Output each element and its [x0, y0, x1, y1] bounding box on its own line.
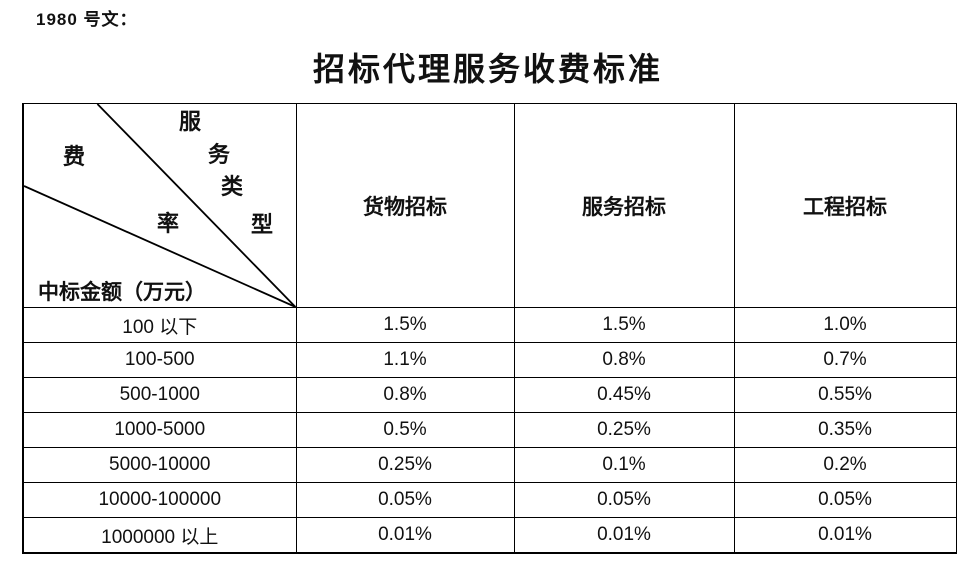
page-title: 招标代理服务收费标准	[312, 51, 663, 87]
rate-cell: 0.01%	[295, 517, 515, 554]
table-row: 100 以下 1.5% 1.5% 1.0%	[22, 307, 957, 343]
rate-cell: 0.05%	[513, 482, 735, 518]
corner-label-fee-char-2: 率	[157, 211, 180, 236]
corner-header-cell: 费 率 服 务 类 型 中标金额（万元）	[22, 103, 297, 308]
rate-cell: 0.2%	[733, 447, 957, 483]
rate-cell: 0.8%	[295, 377, 515, 413]
row-range-label: 100 以下	[22, 307, 297, 343]
rate-cell: 0.55%	[733, 377, 957, 413]
table-row: 5000-10000 0.25% 0.1% 0.2%	[22, 447, 957, 483]
diagonal-divider-lines	[24, 104, 295, 307]
row-range-label: 1000000 以上	[22, 517, 297, 554]
rate-cell: 0.8%	[513, 342, 735, 378]
corner-label-amount: 中标金额（万元）	[38, 280, 206, 304]
table-row: 1000-5000 0.5% 0.25% 0.35%	[22, 412, 957, 448]
corner-label-type-char-3: 类	[221, 174, 244, 199]
table-row: 10000-100000 0.05% 0.05% 0.05%	[22, 482, 957, 518]
row-range-label: 5000-10000	[22, 447, 297, 483]
corner-label-fee-char-1: 费	[63, 144, 86, 169]
corner-label-type-char-4: 型	[251, 212, 274, 237]
doc-ref-label: 1980 号文：	[36, 10, 138, 29]
corner-label-type-char-1: 服	[179, 109, 202, 134]
rate-cell: 1.5%	[513, 307, 735, 343]
rate-cell: 0.45%	[513, 377, 735, 413]
table-row: 1000000 以上 0.01% 0.01% 0.01%	[22, 517, 957, 554]
row-range-label: 100-500	[22, 342, 297, 378]
column-header-goods: 货物招标	[295, 103, 515, 308]
rate-cell: 0.5%	[295, 412, 515, 448]
rate-cell: 1.5%	[295, 307, 515, 343]
table-header-row: 费 率 服 务 类 型 中标金额（万元） 货物招标 服务招标 工程招标	[22, 103, 957, 308]
column-header-works: 工程招标	[733, 103, 957, 308]
rate-cell: 0.01%	[513, 517, 735, 554]
fee-standard-table: 费 率 服 务 类 型 中标金额（万元） 货物招标 服务招标 工程招标 100 …	[22, 103, 957, 554]
rate-cell: 1.1%	[295, 342, 515, 378]
row-range-label: 500-1000	[22, 377, 297, 413]
table-row: 500-1000 0.8% 0.45% 0.55%	[22, 377, 957, 413]
rate-cell: 0.35%	[733, 412, 957, 448]
row-range-label: 10000-100000	[22, 482, 297, 518]
rate-cell: 0.25%	[513, 412, 735, 448]
row-range-label: 1000-5000	[22, 412, 297, 448]
rate-cell: 0.05%	[733, 482, 957, 518]
rate-cell: 0.25%	[295, 447, 515, 483]
rate-cell: 0.01%	[733, 517, 957, 554]
table-row: 100-500 1.1% 0.8% 0.7%	[22, 342, 957, 378]
corner-label-type-char-2: 务	[208, 142, 231, 167]
rate-cell: 0.1%	[513, 447, 735, 483]
rate-cell: 0.05%	[295, 482, 515, 518]
rate-cell: 1.0%	[733, 307, 957, 343]
rate-cell: 0.7%	[733, 342, 957, 378]
column-header-services: 服务招标	[513, 103, 735, 308]
